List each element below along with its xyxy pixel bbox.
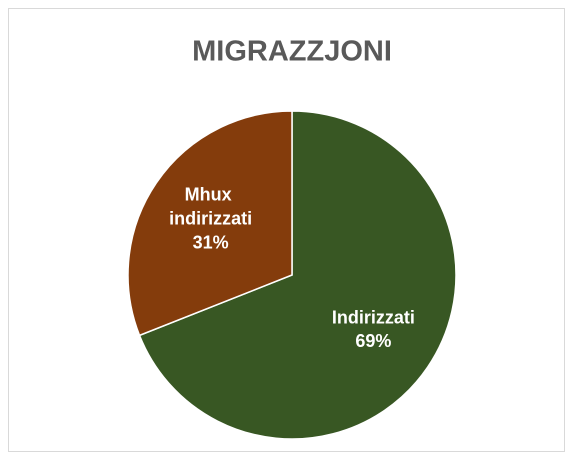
pie-slice (127, 110, 293, 337)
chart-title: MIGRAZZJONI (192, 36, 392, 68)
slice-label: Mhux indirizzati (169, 184, 252, 228)
pie-slice (138, 110, 457, 440)
slice-value-label: 31% (193, 232, 229, 252)
slice-label: Indirizzati (332, 307, 415, 327)
slice-value-label: 69% (355, 331, 391, 351)
